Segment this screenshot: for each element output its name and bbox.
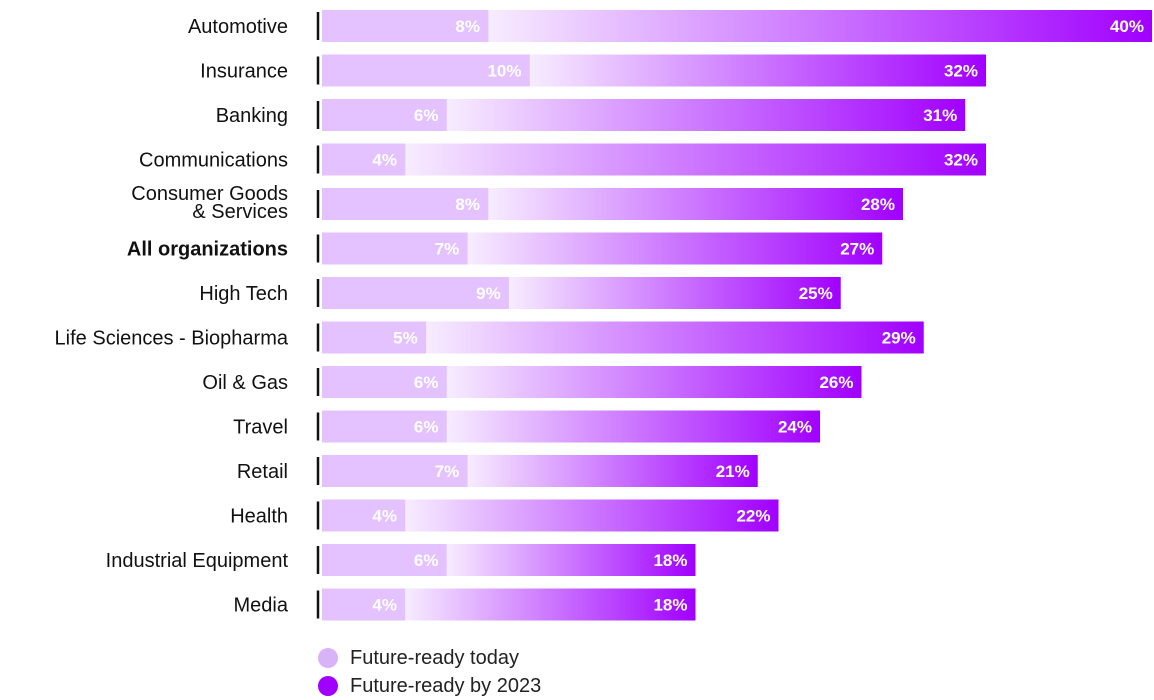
value-label-today: 5% <box>393 329 418 348</box>
legend-swatch-2023 <box>318 676 338 696</box>
value-label-2023: 27% <box>840 240 874 259</box>
bar-future-today <box>322 99 447 131</box>
value-label-today: 4% <box>372 596 397 615</box>
legend-item-today: Future-ready today <box>318 644 541 672</box>
category-label: Media <box>234 595 289 617</box>
value-label-today: 10% <box>487 62 521 81</box>
value-label-today: 7% <box>435 240 460 259</box>
value-label-today: 6% <box>414 373 439 392</box>
category-label: Automotive <box>188 16 288 38</box>
bar-future-today <box>322 410 447 443</box>
value-label-2023: 24% <box>778 418 812 437</box>
bar-future-today <box>322 588 405 621</box>
labels-layer: Automotive 8% 40% Insurance 10% 32% Banking 6% 3… <box>55 16 1144 617</box>
category-label: Health <box>230 506 288 528</box>
value-label-today: 4% <box>372 151 397 170</box>
value-label-2023: 31% <box>923 106 957 125</box>
value-label-2023: 40% <box>1110 17 1144 36</box>
value-label-today: 9% <box>476 284 501 303</box>
bar-future-today <box>322 277 509 309</box>
legend-label-2023: Future-ready by 2023 <box>350 674 542 697</box>
category-label: Insurance <box>200 61 288 83</box>
legend: Future-ready today Future-ready by 2023 <box>318 644 541 700</box>
category-label: Industrial Equipment <box>106 550 289 572</box>
value-label-2023: 29% <box>882 329 916 348</box>
value-label-2023: 22% <box>736 507 770 526</box>
category-label: Life Sciences - Biopharma <box>55 328 289 350</box>
legend-label-today: Future-ready today <box>350 646 519 669</box>
value-label-today: 6% <box>414 551 439 570</box>
value-label-2023: 32% <box>944 151 978 170</box>
category-label: All organizations <box>127 239 288 261</box>
bar-future-today <box>322 366 447 398</box>
bar-future-today <box>322 10 488 42</box>
category-label: Communications <box>139 150 288 172</box>
value-label-today: 6% <box>414 418 439 437</box>
category-label: Retail <box>237 461 288 483</box>
bar-future-today <box>322 54 530 87</box>
value-label-2023: 32% <box>944 62 978 81</box>
value-label-today: 4% <box>372 507 397 526</box>
category-label: Consumer Goods & Services <box>131 183 288 223</box>
bar-future-today <box>322 499 405 532</box>
value-label-2023: 18% <box>653 596 687 615</box>
value-label-today: 8% <box>455 195 480 214</box>
value-label-2023: 28% <box>861 195 895 214</box>
category-label: Travel <box>233 417 288 439</box>
bars-layer <box>322 10 1152 621</box>
bar-future-today <box>322 143 405 176</box>
bar-future-2023 <box>322 143 986 176</box>
bar-future-today <box>322 232 468 265</box>
bar-future-today <box>322 455 468 487</box>
value-label-today: 6% <box>414 106 439 125</box>
legend-item-2023: Future-ready by 2023 <box>318 672 541 700</box>
legend-swatch-today <box>318 648 338 668</box>
bar-future-today <box>322 321 426 354</box>
category-label: Banking <box>216 105 288 127</box>
category-label: High Tech <box>199 283 288 305</box>
value-label-2023: 18% <box>653 551 687 570</box>
bar-future-today <box>322 188 488 220</box>
value-label-today: 7% <box>435 462 460 481</box>
category-label: Oil & Gas <box>202 372 288 394</box>
bar-future-today <box>322 544 447 576</box>
value-label-2023: 21% <box>716 462 750 481</box>
value-label-2023: 25% <box>799 284 833 303</box>
value-label-today: 8% <box>455 17 480 36</box>
value-label-2023: 26% <box>819 373 853 392</box>
